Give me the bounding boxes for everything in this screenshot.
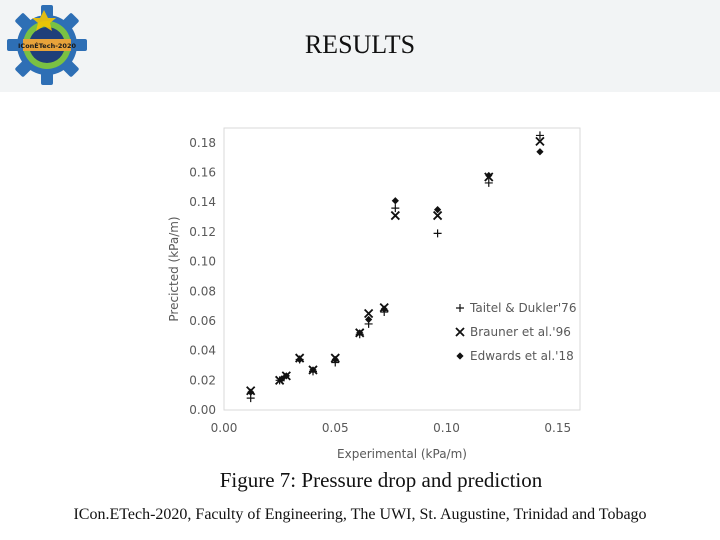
y-tick-labels: 0.00 0.02 0.04 0.06 0.08 0.10 0.12 0.14 0.16 0.18 bbox=[189, 136, 216, 417]
data-point-plus bbox=[535, 131, 544, 140]
legend-label: Edwards et al.'18 bbox=[470, 349, 574, 363]
data-point-diamond bbox=[485, 171, 493, 180]
footer-text: ICon.ETech-2020, Faculty of Engineering,… bbox=[73, 506, 647, 523]
legend-label: Taitel & Dukler'76 bbox=[469, 301, 576, 315]
data-point-diamond bbox=[278, 375, 286, 383]
y-tick-label: 0.06 bbox=[189, 314, 216, 328]
data-point-diamond bbox=[434, 206, 442, 214]
x-tick-label: 0.05 bbox=[322, 421, 349, 435]
x-axis-label: Experimental (kPa/m) bbox=[337, 447, 467, 461]
data-point-diamond bbox=[309, 366, 317, 374]
data-point-x bbox=[535, 136, 545, 146]
legend-marker-diamond bbox=[456, 352, 464, 360]
data-point-plus bbox=[484, 178, 493, 187]
data-point-diamond bbox=[247, 388, 255, 396]
header-band bbox=[0, 0, 720, 92]
data-point-plus bbox=[433, 229, 442, 238]
y-tick-label: 0.00 bbox=[189, 403, 216, 417]
x-tick-label: 0.10 bbox=[433, 421, 460, 435]
y-tick-label: 0.12 bbox=[189, 225, 216, 239]
y-axis-label: Precicted (kPa/m) bbox=[167, 216, 181, 321]
data-point-x bbox=[363, 308, 374, 319]
data-point-diamond bbox=[536, 148, 544, 156]
x-tick-label: 0.00 bbox=[211, 421, 238, 435]
x-tick-labels: 0.00 0.05 0.10 0.15 bbox=[211, 421, 571, 435]
x-tick-label: 0.15 bbox=[544, 421, 571, 435]
logo-text: IConÉTech-2020 bbox=[18, 41, 76, 50]
page-title: RESULTS bbox=[304, 30, 416, 59]
legend-marker-plus bbox=[456, 304, 464, 312]
data-point-diamond bbox=[331, 355, 339, 364]
y-tick-label: 0.02 bbox=[189, 373, 216, 387]
data-point-x bbox=[390, 210, 400, 221]
y-tick-label: 0.16 bbox=[189, 166, 216, 180]
legend-marker-x bbox=[455, 327, 465, 337]
y-tick-label: 0.18 bbox=[189, 136, 216, 150]
data-point-x bbox=[432, 210, 443, 221]
conference-logo: IConÉTech-2020 bbox=[7, 5, 87, 85]
scatter-chart: 0.00 0.02 0.04 0.06 0.08 0.10 0.12 0.14 0.16 0.18… bbox=[167, 127, 581, 461]
figure-caption: Figure 7: Pressure drop and prediction bbox=[219, 468, 543, 492]
y-tick-label: 0.08 bbox=[189, 284, 216, 298]
data-point-diamond bbox=[365, 315, 373, 324]
legend-label: Brauner et al.'96 bbox=[470, 325, 571, 339]
data-point-diamond bbox=[391, 197, 399, 205]
plot-area-frame bbox=[223, 127, 581, 411]
chart-legend: Taitel & Dukler'76 Brauner et al.'96 Edwar… bbox=[455, 301, 576, 363]
y-tick-label: 0.10 bbox=[189, 255, 216, 269]
data-point-plus bbox=[391, 204, 400, 213]
data-point-diamond bbox=[296, 355, 304, 364]
data-point-diamond bbox=[282, 372, 290, 380]
y-tick-label: 0.04 bbox=[189, 344, 216, 358]
y-tick-label: 0.14 bbox=[189, 195, 216, 209]
